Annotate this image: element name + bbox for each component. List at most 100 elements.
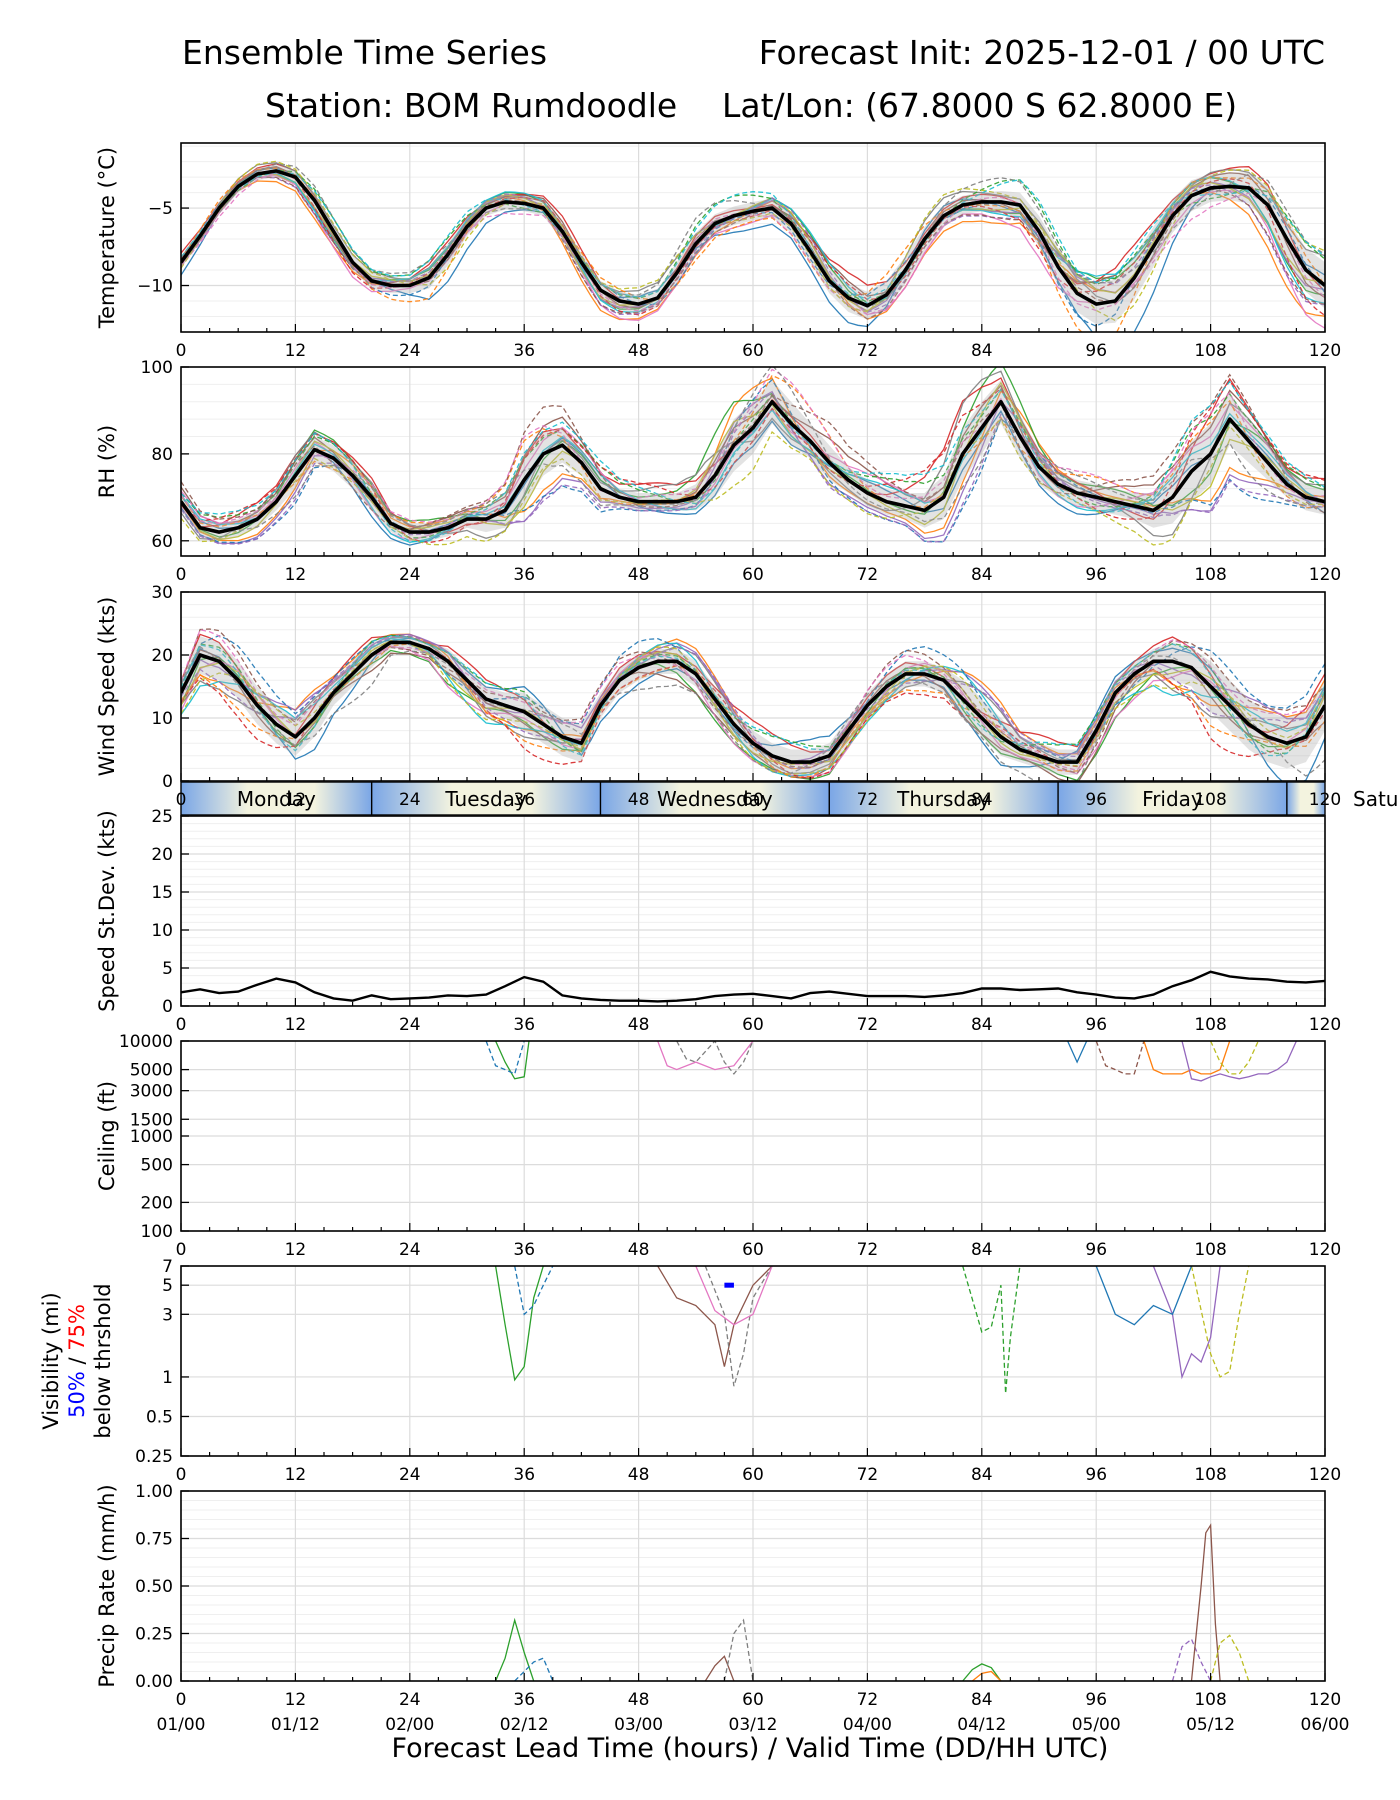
- valid-time-label: 06/00: [1301, 1715, 1350, 1735]
- x-tick-label: 24: [399, 1015, 421, 1035]
- ensemble-member-line: [181, 633, 1325, 753]
- x-tick-label: 108: [1194, 565, 1226, 585]
- member-trace: [1210, 1041, 1259, 1075]
- x-tick-label: 96: [1085, 1240, 1107, 1260]
- x-tick-label: 96: [1085, 341, 1107, 361]
- y-tick-label: 0: [162, 772, 173, 792]
- ensemble-member-line: [181, 174, 1325, 329]
- y-tick-label: −10: [137, 277, 173, 297]
- y-tick-label: 15: [151, 883, 173, 903]
- x-tick-label: 48: [628, 790, 650, 810]
- x-tick-label: 72: [857, 1240, 879, 1260]
- x-tick-label: 96: [1085, 565, 1107, 585]
- x-tick-label: 120: [1309, 341, 1341, 361]
- x-tick-label: 24: [399, 790, 421, 810]
- y-axis-title: Temperature (°C): [95, 147, 119, 329]
- y-tick-label: 0.00: [135, 1672, 173, 1692]
- ensemble-member-line: [181, 167, 1325, 332]
- member-trace: [1067, 1041, 1088, 1064]
- title-latlon: Lat/Lon: (67.8000 S 62.8000 E): [722, 86, 1237, 125]
- y-tick-label: 3000: [130, 1082, 173, 1102]
- x-tick-label: 84: [971, 1465, 993, 1485]
- y-tick-label: 80: [151, 445, 173, 465]
- ensemble-member-line: [181, 373, 1325, 531]
- x-tick-label: 60: [742, 1690, 764, 1710]
- x-tick-label: 0: [176, 1690, 187, 1710]
- valid-time-label: 01/12: [271, 1715, 320, 1735]
- valid-time-label: 05/00: [1072, 1715, 1121, 1735]
- y-tick-label: 10: [151, 709, 173, 729]
- member-trace: [514, 1657, 554, 1681]
- x-tick-label: 120: [1309, 1465, 1341, 1485]
- x-tick-label: 0: [176, 1465, 187, 1485]
- y-tick-label: 100: [141, 1222, 173, 1242]
- y-tick-label: 60: [151, 532, 173, 552]
- day-label-monday: Monday: [237, 787, 316, 811]
- member-trace: [695, 1266, 773, 1326]
- member-trace: [495, 1041, 530, 1080]
- y-tick-label: 30: [151, 583, 173, 603]
- x-tick-label: 120: [1309, 1015, 1341, 1035]
- plot-area: [181, 628, 1325, 781]
- valid-time-label: 04/00: [843, 1715, 892, 1735]
- member-trace: [723, 1618, 754, 1681]
- day-block: [829, 782, 1059, 815]
- x-tick-label: 36: [513, 1465, 535, 1485]
- x-tick-label: 36: [513, 341, 535, 361]
- x-tick-label: 24: [399, 1240, 421, 1260]
- y-axis-title: Visibility (mi): [39, 1292, 63, 1429]
- speed-stdev-line: [181, 970, 1325, 1003]
- y-tick-label: 5: [162, 1276, 173, 1296]
- x-tick-label: 84: [971, 1240, 993, 1260]
- x-tick-label: 60: [742, 565, 764, 585]
- member-trace: [495, 1617, 535, 1681]
- x-tick-label: 36: [513, 565, 535, 585]
- x-tick-label: 60: [742, 1015, 764, 1035]
- x-tick-label: 108: [1194, 1690, 1226, 1710]
- member-trace: [704, 1655, 735, 1681]
- spread-band: [181, 380, 1325, 541]
- member-trace: [971, 1670, 1002, 1681]
- spread-band: [181, 164, 1325, 325]
- day-label-friday: Friday: [1142, 787, 1203, 811]
- member-trace: [1095, 1041, 1145, 1075]
- x-tick-label: 0: [176, 1015, 187, 1035]
- ensemble-member-line: [181, 640, 1325, 776]
- y-axis-title: Ceiling (ft): [95, 1081, 119, 1191]
- y-tick-label: 0: [162, 997, 173, 1017]
- ensemble-member-line: [181, 176, 1325, 320]
- x-tick-label: 108: [1194, 1015, 1226, 1035]
- ensemble-member-line: [181, 640, 1325, 766]
- x-tick-label: 12: [285, 1690, 307, 1710]
- ensemble-member-line: [181, 417, 1325, 546]
- day-block: [1286, 782, 1325, 815]
- x-tick-label: 120: [1309, 1690, 1341, 1710]
- x-tick-label: 108: [1194, 1465, 1226, 1485]
- valid-time-label: 02/12: [500, 1715, 549, 1735]
- member-trace: [962, 1663, 1002, 1681]
- x-tick-label: 36: [513, 1015, 535, 1035]
- y-tick-label: 0.25: [135, 1447, 173, 1467]
- x-tick-label: 12: [285, 1015, 307, 1035]
- title-station: Station: BOM Rumdoodle: [265, 86, 677, 125]
- x-tick-label: 96: [1085, 1690, 1107, 1710]
- member-trace: [514, 1266, 554, 1316]
- x-tick-label: 0: [176, 790, 187, 810]
- y-axis-title: Wind Speed (kts): [95, 597, 119, 777]
- plot-area: [494, 1266, 1250, 1394]
- x-tick-label: 24: [399, 565, 421, 585]
- valid-time-label: 04/12: [957, 1715, 1006, 1735]
- x-tick-label: 60: [742, 1465, 764, 1485]
- ensemble-member-line: [181, 367, 1325, 533]
- x-tick-label: 120: [1309, 1240, 1341, 1260]
- x-tick-label: 108: [1194, 341, 1226, 361]
- day-label-thursday: Thursday: [896, 787, 990, 811]
- x-tick-label: 96: [1085, 1465, 1107, 1485]
- valid-time-label: 01/00: [157, 1715, 206, 1735]
- ensemble-member-line: [181, 171, 1325, 300]
- x-tick-label: 108: [1194, 1240, 1226, 1260]
- ensemble-mean-line: [181, 400, 1325, 534]
- y-tick-label: 10: [151, 921, 173, 941]
- plot-area: [181, 367, 1325, 546]
